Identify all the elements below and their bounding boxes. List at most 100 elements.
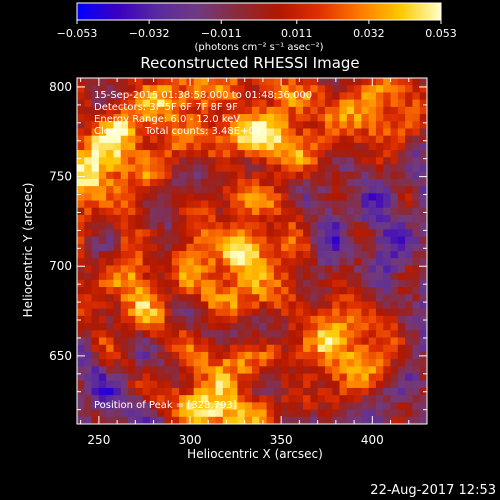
heatmap-cell (222, 222, 231, 230)
heatmap-cell (91, 243, 100, 252)
colorbar-ticks: −0.053 −0.032 −0.011 0.011 0.032 0.053 (57, 20, 457, 40)
heatmap-cell (179, 164, 187, 173)
heatmap-cell (405, 243, 414, 252)
heatmap-cell (186, 258, 195, 267)
heatmap-cell (324, 164, 333, 173)
heatmap-cell (193, 222, 202, 230)
heatmap-cell (368, 229, 377, 238)
heatmap-cell (77, 207, 85, 216)
heatmap-cell (419, 135, 427, 144)
heatmap-cell (244, 135, 253, 144)
heatmap-cell (128, 359, 136, 367)
heatmap-cell (157, 229, 166, 238)
heatmap-cell (419, 85, 427, 94)
heatmap-cell (98, 186, 107, 194)
heatmap-cell (171, 222, 180, 230)
heatmap-cell (397, 337, 406, 346)
heatmap-cell (412, 366, 421, 375)
heatmap-cell (317, 315, 326, 324)
heatmap-cell (142, 351, 151, 360)
heatmap-cell (346, 222, 355, 230)
heatmap-cell (354, 128, 362, 137)
heatmap-cell (200, 380, 209, 389)
heatmap-cell (375, 186, 384, 194)
heatmap-cell (164, 78, 173, 86)
heatmap-cell (113, 135, 122, 144)
heatmap-cell (303, 265, 311, 274)
heatmap-cell (361, 294, 370, 303)
heatmap-cell (244, 380, 253, 389)
heatmap-cell (142, 416, 151, 424)
heatmap-cell (91, 236, 100, 245)
heatmap-cell (273, 258, 282, 267)
heatmap-cell (222, 157, 231, 166)
heatmap-cell (215, 279, 224, 288)
heatmap-cell (317, 92, 326, 101)
heatmap-cell (135, 251, 144, 259)
heatmap-cell (244, 200, 253, 209)
heatmap-cell (84, 99, 93, 108)
heatmap-cell (259, 351, 268, 360)
heatmap-cell (157, 200, 166, 209)
heatmap-cell (164, 207, 173, 216)
heatmap-cell (397, 272, 406, 281)
heatmap-cell (98, 416, 107, 424)
heatmap-cell (77, 128, 85, 137)
heatmap-cell (354, 287, 362, 295)
heatmap-cell (157, 315, 166, 324)
heatmap-cell (346, 294, 355, 303)
heatmap-cell (128, 351, 136, 360)
heatmap-cell (142, 142, 151, 151)
heatmap-cell (128, 344, 136, 353)
heatmap-cell (193, 265, 202, 274)
heatmap-cell (215, 373, 224, 382)
heatmap-cell (113, 186, 122, 194)
heatmap-cell (200, 359, 209, 367)
heatmap-cell (405, 409, 414, 418)
heatmap-cell (266, 186, 275, 194)
heatmap-cell (113, 164, 122, 173)
heatmap-cell (266, 402, 275, 411)
heatmap-cell (368, 99, 377, 108)
heatmap-cell (120, 128, 129, 137)
heatmap-cell (375, 366, 384, 375)
heatmap-cell (303, 243, 311, 252)
heatmap-cell (120, 272, 129, 281)
heatmap-cell (149, 128, 158, 137)
heatmap-cell (164, 135, 173, 144)
heatmap-cell (288, 359, 297, 367)
heatmap-cell (193, 416, 202, 424)
heatmap-cell (222, 214, 231, 223)
heatmap-cell (346, 359, 355, 367)
x-tick-label: 400 (361, 433, 384, 447)
heatmap-cell (77, 265, 85, 274)
heatmap-cell (135, 150, 144, 158)
heatmap-cell (266, 142, 275, 151)
heatmap-cell (368, 359, 377, 367)
heatmap-cell (397, 344, 406, 353)
heatmap-cell (259, 157, 268, 166)
heatmap-cell (295, 142, 304, 151)
heatmap-cell (113, 106, 122, 115)
heatmap-cell (405, 279, 414, 288)
heatmap-cell (412, 135, 421, 144)
heatmap-cell (230, 157, 239, 166)
heatmap-cell (397, 178, 406, 187)
heatmap-cell (390, 186, 399, 194)
heatmap-cell (237, 207, 246, 216)
heatmap-cell (397, 243, 406, 252)
heatmap-cell (419, 330, 427, 339)
heatmap-cell (215, 380, 224, 389)
heatmap-cell (288, 380, 297, 389)
heatmap-cell (113, 337, 122, 346)
heatmap-cell (84, 178, 93, 187)
heatmap-cell (412, 337, 421, 346)
heatmap-cell (164, 402, 173, 411)
heatmap-cell (193, 359, 202, 367)
heatmap-cell (215, 128, 224, 137)
heatmap-cell (324, 294, 333, 303)
heatmap-cell (128, 193, 136, 202)
heatmap-cell (252, 135, 260, 144)
heatmap-cell (405, 128, 414, 137)
chart-title: Reconstructed RHESSI Image (140, 54, 359, 72)
